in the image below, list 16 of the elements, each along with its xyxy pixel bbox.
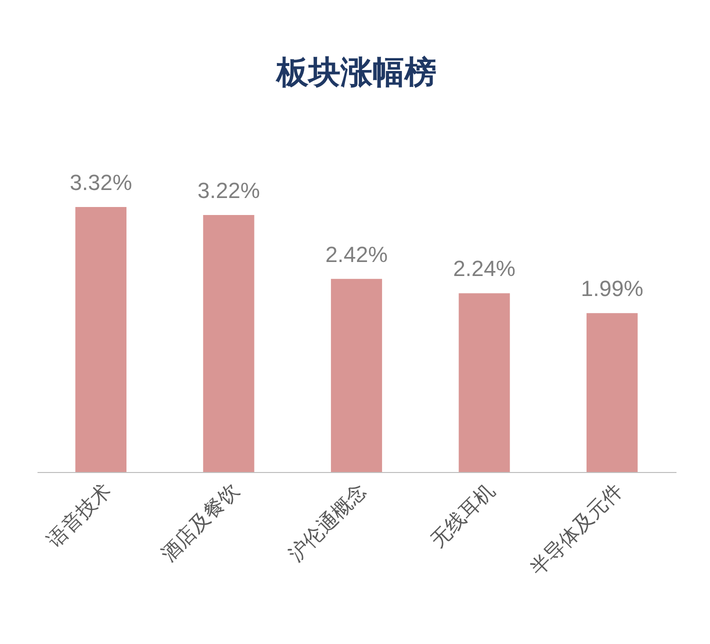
bar xyxy=(75,207,126,472)
chart-title: 板块涨幅榜 xyxy=(276,53,436,91)
data-label: 3.32% xyxy=(70,170,132,195)
data-label: 2.24% xyxy=(453,256,516,282)
data-label: 2.42% xyxy=(325,242,388,267)
x-tick-label: 酒店及餐饮 xyxy=(156,478,244,566)
x-tick-label: 半导体及元件 xyxy=(525,478,627,580)
bar xyxy=(330,278,382,472)
data-label: 1.99% xyxy=(580,276,644,302)
x-tick-label: 语音技术 xyxy=(42,478,116,552)
data-label: 3.22% xyxy=(198,178,260,203)
bar xyxy=(203,214,254,472)
bar xyxy=(458,293,510,472)
bar xyxy=(586,313,638,472)
x-tick-label: 沪伦通概念 xyxy=(284,478,372,566)
x-tick-label: 无线耳机 xyxy=(426,478,500,552)
